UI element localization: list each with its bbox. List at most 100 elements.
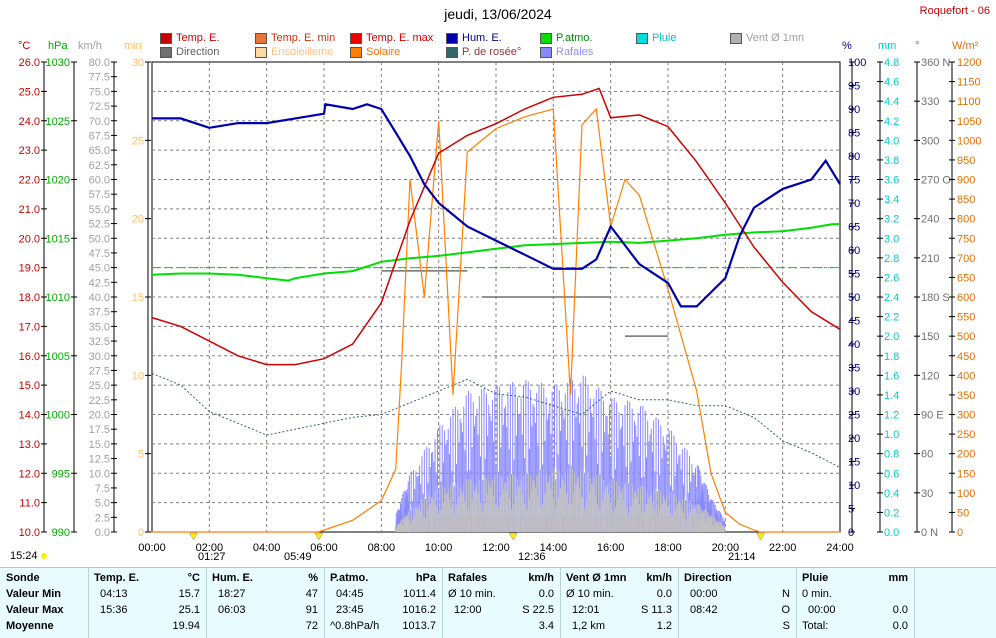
stat-time: 06:03 [218, 604, 246, 616]
legend-gust: Rafales [540, 46, 593, 58]
stat-value: 0.0 [538, 588, 554, 600]
time-tick-label: 22:00 [769, 542, 797, 554]
wind-tick-label: 47.5 [89, 248, 110, 260]
rain-tick-label: 0.6 [884, 468, 899, 480]
solar-line [152, 107, 840, 533]
wind-tick-label: 70.0 [89, 116, 110, 128]
wind-tick-label: 20.0 [89, 410, 110, 422]
solar-tick-label: 1150 [957, 77, 981, 89]
legend-swatch [540, 32, 552, 44]
hum-tick-label: 50 [848, 292, 860, 304]
hum-tick-label: 100 [848, 57, 866, 69]
stat-time: 00:00 [690, 588, 718, 600]
rain-tick-label: 3.8 [884, 155, 899, 167]
hum-tick-label: 15 [848, 457, 860, 469]
wind-tick-label: 10.0 [89, 468, 110, 480]
daylength-marker [41, 553, 47, 559]
wind-tick-label: 42.5 [89, 277, 110, 289]
stat-value: 1016.2 [402, 604, 436, 616]
rain-tick-label: 1.6 [884, 370, 899, 382]
legend-sunshine: Ensoleilleme [255, 46, 333, 58]
stat-time: 15:36 [100, 604, 128, 616]
dir-tick-label: 60 [921, 449, 933, 461]
sun-tick-label: 30 [132, 57, 144, 69]
temperature-line [151, 87, 841, 366]
stat-value: 1011.4 [403, 588, 436, 600]
wind-tick-label: 12.5 [89, 454, 110, 466]
stat-value: 3.4 [538, 620, 554, 632]
solar-tick-label: 550 [957, 312, 975, 324]
rain-tick-label: 4.8 [884, 57, 899, 69]
legend-hum: Hum. E. [446, 32, 502, 44]
day-length-label: 15:24 [10, 550, 38, 562]
sunset-time: 21:14 [728, 551, 756, 563]
stat-value: 0.0 [892, 620, 908, 632]
stat-value: 47 [305, 588, 318, 600]
stat-value: S [782, 620, 790, 632]
stats-unit: hPa [415, 572, 436, 584]
solar-tick-label: 200 [957, 449, 975, 461]
press-tick-label: 1030 [46, 57, 70, 69]
legend-wind: Vent Ø 1mn [730, 32, 804, 44]
stat-value: 19.94 [172, 620, 200, 632]
stats-header: Direction [684, 572, 732, 584]
stat-value: 0.0 [892, 604, 908, 616]
stat-time: 12:00 [454, 604, 482, 616]
dir-tick-label: 90 E [921, 410, 944, 422]
solar-tick-label: 50 [957, 507, 969, 519]
hum-tick-label: 35 [848, 363, 860, 375]
temp-tick-label: 20.0 [19, 233, 40, 245]
legend-label: P.atmo. [556, 32, 593, 44]
hum-tick-label: 95 [848, 81, 860, 93]
wind-tick-label: 0.0 [95, 527, 110, 539]
row-label: Valeur Max [6, 604, 64, 616]
weather-chart: 00:00 02:00 04:00 06:00 08:00 10:00 12:00 14:00… [19, 57, 981, 559]
rain-tick-label: 1.4 [884, 390, 899, 402]
wind-tick-label: 32.5 [89, 336, 110, 348]
stats-header: Hum. E. [212, 572, 253, 584]
stats-press: P.atmo. hPa 04:45 1011.4 23:45 1016.2 ^0… [324, 568, 443, 638]
press-tick-label: 995 [52, 468, 70, 480]
wind-tick-label: 37.5 [89, 307, 110, 319]
time-tick-label: 18:00 [654, 542, 682, 554]
hum-tick-label: 70 [848, 198, 860, 210]
stat-time: 0 min. [802, 588, 832, 600]
stats-unit: km/h [646, 572, 672, 584]
temp-tick-label: 22.0 [19, 175, 40, 187]
legend-solar: Solaire [350, 46, 400, 58]
sun-tick-label: 15 [132, 292, 144, 304]
dir-tick-label: 330 [921, 96, 939, 108]
stat-time: 04:13 [100, 588, 128, 600]
dir-tick-label: 120 [921, 370, 939, 382]
temp-tick-label: 25.0 [19, 86, 40, 98]
solar-tick-label: 1200 [957, 57, 981, 69]
rain-tick-label: 1.8 [884, 351, 899, 363]
axis-unit-sun: min [124, 40, 142, 52]
temp-tick-label: 17.0 [19, 321, 40, 333]
axis-unit-temp: °C [18, 40, 31, 52]
row-label: Moyenne [6, 620, 54, 632]
stat-time: Total: [802, 620, 829, 632]
legend-swatch [636, 32, 648, 44]
dir-tick-label: 30 [921, 488, 933, 500]
legend-press: P.atmo. [540, 32, 593, 44]
press-tick-label: 1010 [46, 292, 70, 304]
hum-tick-label: 85 [848, 128, 860, 140]
legend-label: Temp. E. [176, 32, 220, 44]
legend-direction: Direction [160, 46, 219, 58]
dir-tick-label: 0 N [921, 527, 938, 539]
temp-tick-label: 12.0 [19, 468, 40, 480]
wind-tick-label: 5.0 [95, 498, 110, 510]
time-tick-label: 02:00 [196, 542, 224, 554]
wind-tick-label: 2.5 [95, 512, 110, 524]
press-tick-label: 1015 [46, 233, 70, 245]
dir-tick-label: 180 S [921, 292, 950, 304]
solar-tick-label: 950 [957, 155, 975, 167]
stat-value: 15.7 [178, 588, 200, 600]
rain-tick-label: 3.2 [884, 214, 899, 226]
stats-header: P.atmo. [330, 572, 369, 584]
chart-canvas: 00:00 02:00 04:00 06:00 08:00 10:00 12:00 14:00… [19, 57, 981, 559]
rain-tick-label: 4.6 [884, 77, 899, 89]
time-tick-label: 04:00 [253, 542, 281, 554]
wind-tick-label: 27.5 [89, 365, 110, 377]
